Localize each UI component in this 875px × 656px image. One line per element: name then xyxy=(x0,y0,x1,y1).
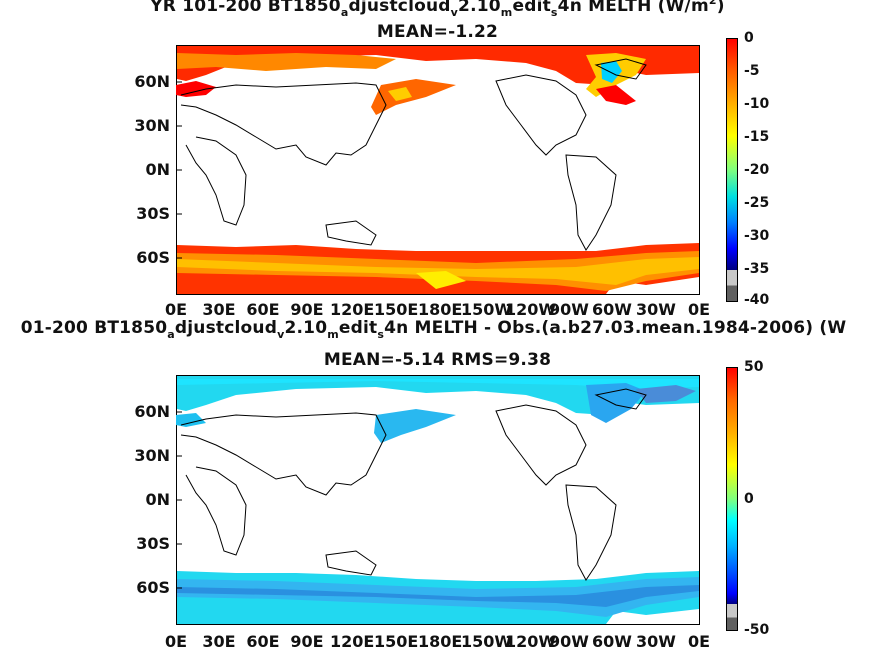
top-colorbar-label: -40 xyxy=(744,292,770,308)
top-antarctic-field xyxy=(177,243,699,294)
top-colorbar-label: 0 xyxy=(744,30,754,46)
bottom-lon-label: 90E xyxy=(290,632,324,651)
bottom-colorbar-label: -50 xyxy=(744,622,770,638)
bottom-colorbar-label: 0 xyxy=(744,491,754,507)
bottom-lon-label: 150E xyxy=(374,632,419,651)
top-map xyxy=(176,45,700,295)
top-lat-label-30n: 30N xyxy=(134,116,170,135)
bottom-lat-label-30s: 30S xyxy=(136,534,170,553)
top-lon-label: 60W xyxy=(592,300,632,319)
bottom-lon-label: 60E xyxy=(246,632,280,651)
bottom-coastlines xyxy=(180,388,647,581)
top-colorbar-label: -30 xyxy=(744,228,770,244)
bottom-lat-label-30n: 30N xyxy=(134,446,170,465)
bottom-lon-label: 120E xyxy=(330,632,375,651)
top-map-subtitle: MEAN=-1.22 xyxy=(376,22,499,42)
top-lon-label: 0E xyxy=(164,300,188,319)
bottom-lon-label: 30E xyxy=(202,632,236,651)
bottom-lat-label-0n: 0N xyxy=(145,490,170,509)
top-colorbar-label: -20 xyxy=(744,162,770,178)
top-lat-label-0n: 0N xyxy=(145,160,170,179)
bottom-lon-label: 60W xyxy=(592,632,632,651)
top-lon-label: 150E xyxy=(374,300,419,319)
top-map-title: YR 101-200 BT1850adjustcloudv2.10medits4… xyxy=(150,0,725,19)
bottom-lon-label: 30W xyxy=(636,632,676,651)
top-coastlines xyxy=(180,58,647,251)
bottom-arctic-field xyxy=(176,376,699,443)
bottom-lon-label: 0E xyxy=(687,632,711,651)
bottom-colorbar xyxy=(726,367,738,631)
top-colorbar-label: -35 xyxy=(744,261,770,277)
bottom-frame-ticks xyxy=(176,411,182,589)
top-lat-label-60s: 60S xyxy=(136,248,170,267)
bottom-lat-label-60s: 60S xyxy=(136,578,170,597)
top-lon-label: 0E xyxy=(687,300,711,319)
bottom-antarctic-field xyxy=(177,571,699,624)
top-lon-label: 30E xyxy=(202,300,236,319)
bottom-lat-label-60n: 60N xyxy=(134,402,170,421)
top-lon-label: 120E xyxy=(330,300,375,319)
top-colorbar-label: -25 xyxy=(744,195,770,211)
top-colorbar-label: -10 xyxy=(744,96,770,112)
bottom-map xyxy=(176,375,700,625)
top-lon-label: 30W xyxy=(636,300,676,319)
top-lon-label: 120W xyxy=(505,300,557,319)
bottom-map-subtitle: MEAN=-5.14 RMS=9.38 xyxy=(323,350,552,370)
top-lon-label: 60E xyxy=(246,300,280,319)
top-colorbar-label: -15 xyxy=(744,129,770,145)
top-lon-label: 150W xyxy=(461,300,513,319)
bottom-colorbar-label: 50 xyxy=(744,359,764,375)
top-lon-label: 90E xyxy=(290,300,324,319)
top-colorbar-label: -5 xyxy=(744,63,760,79)
top-lon-label: 90W xyxy=(549,300,589,319)
bottom-lon-label: 150W xyxy=(461,632,513,651)
top-frame-ticks xyxy=(176,81,182,259)
bottom-lon-label: 90W xyxy=(549,632,589,651)
top-lat-label-30s: 30S xyxy=(136,204,170,223)
bottom-lon-label: 180E xyxy=(418,632,463,651)
bottom-map-title: 01-200 BT1850adjustcloudv2.10medits4n ME… xyxy=(20,318,847,341)
top-colorbar xyxy=(726,38,738,302)
top-lon-label: 180E xyxy=(418,300,463,319)
top-lat-label-60n: 60N xyxy=(134,72,170,91)
bottom-lon-label: 0E xyxy=(164,632,188,651)
bottom-lon-label: 120W xyxy=(505,632,557,651)
top-arctic-field xyxy=(176,46,699,115)
